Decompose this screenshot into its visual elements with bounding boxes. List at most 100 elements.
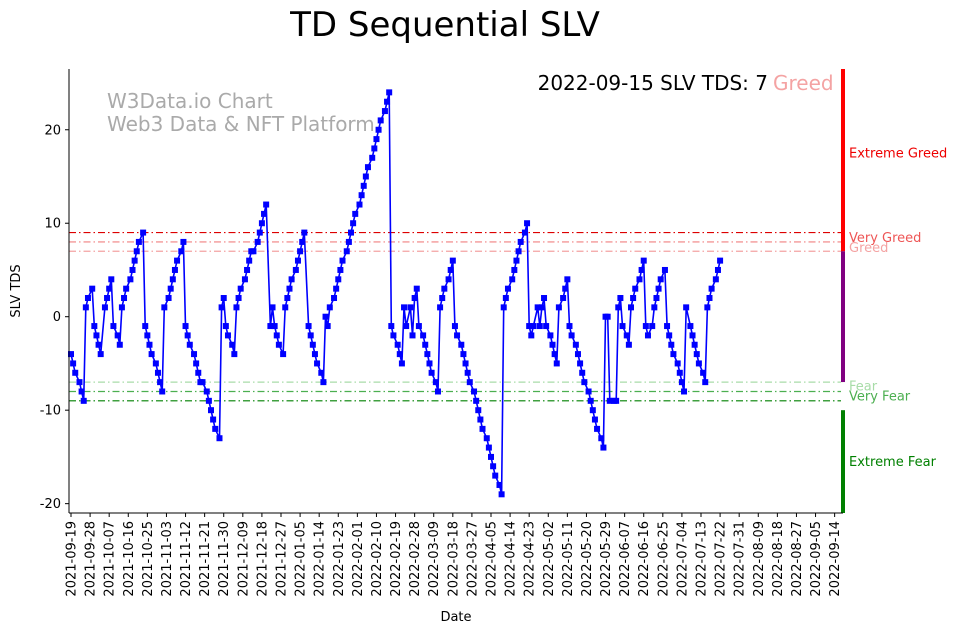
data-point-119: [371, 145, 378, 152]
x-tick-label-24: 2022-04-23: [523, 521, 538, 597]
data-point-121: [375, 126, 382, 133]
data-point-129: [396, 351, 403, 358]
data-point-8: [89, 285, 96, 292]
data-point-141: [426, 360, 433, 367]
data-point-238: [674, 360, 681, 367]
watermark-line-2: Web3 Data & NFT Platform: [107, 112, 375, 136]
data-point-197: [568, 332, 575, 339]
data-point-40: [169, 276, 176, 283]
data-point-89: [294, 257, 301, 264]
data-point-87: [288, 276, 295, 283]
data-point-151: [451, 323, 458, 330]
x-tick-label-22: 2022-04-05: [485, 521, 500, 597]
x-tick-label-14: 2022-01-23: [332, 521, 347, 597]
data-point-145: [437, 304, 444, 311]
data-point-29: [142, 323, 149, 330]
data-point-85: [284, 295, 291, 302]
data-point-254: [714, 266, 721, 273]
data-point-199: [574, 351, 581, 358]
data-point-160: [475, 407, 482, 414]
data-point-241: [681, 388, 688, 395]
data-point-233: [661, 266, 668, 273]
data-point-61: [222, 323, 229, 330]
y-tick-label-2: 0: [53, 310, 61, 325]
data-point-4: [78, 388, 85, 395]
data-point-243: [687, 323, 694, 330]
data-point-97: [314, 360, 321, 367]
data-point-178: [521, 229, 528, 236]
data-point-32: [148, 351, 155, 358]
data-point-162: [479, 425, 486, 432]
side-bar-segment-2: [841, 382, 845, 411]
data-point-102: [326, 304, 333, 311]
data-point-114: [358, 192, 365, 199]
data-point-208: [598, 435, 605, 442]
data-point-131: [401, 304, 408, 311]
data-point-99: [320, 379, 327, 386]
data-point-133: [407, 304, 414, 311]
zone-label-1: Very Greed: [849, 231, 921, 246]
data-point-53: [203, 388, 210, 395]
data-point-21: [121, 295, 128, 302]
data-point-194: [562, 285, 569, 292]
data-point-28: [140, 229, 147, 236]
data-point-209: [600, 444, 607, 451]
side-bar-segment-1: [841, 251, 845, 383]
data-point-3: [76, 379, 83, 386]
data-point-148: [445, 276, 452, 283]
data-point-144: [434, 388, 441, 395]
data-point-18: [114, 332, 121, 339]
data-point-143: [432, 379, 439, 386]
data-point-57: [212, 425, 219, 432]
data-point-101: [324, 323, 331, 330]
zone-label-3: Fear: [849, 379, 878, 394]
data-point-142: [428, 369, 435, 376]
data-point-251: [706, 295, 713, 302]
data-point-58: [216, 435, 223, 442]
data-point-252: [708, 285, 715, 292]
data-point-156: [464, 369, 471, 376]
data-point-204: [587, 397, 594, 404]
data-point-177: [517, 238, 524, 245]
x-tick-label-7: 2021-11-21: [198, 521, 213, 597]
data-point-171: [502, 295, 509, 302]
data-point-232: [657, 276, 664, 283]
data-point-45: [182, 323, 189, 330]
data-point-7: [84, 295, 91, 302]
data-point-116: [362, 173, 369, 180]
data-point-56: [210, 416, 217, 423]
data-point-70: [246, 257, 253, 264]
data-point-202: [581, 379, 588, 386]
data-point-20: [118, 304, 125, 311]
data-point-138: [420, 332, 427, 339]
data-point-80: [271, 323, 278, 330]
data-point-192: [555, 304, 562, 311]
y-axis-label: SLV TDS: [9, 264, 24, 317]
data-point-83: [280, 351, 287, 358]
data-point-124: [384, 98, 391, 105]
data-point-98: [318, 369, 325, 376]
data-point-111: [350, 220, 357, 227]
data-point-218: [623, 332, 630, 339]
data-point-75: [258, 220, 265, 227]
data-point-22: [123, 285, 130, 292]
data-point-149: [447, 266, 454, 273]
data-point-236: [668, 341, 675, 348]
data-point-92: [301, 229, 308, 236]
data-point-164: [485, 444, 492, 451]
data-point-165: [488, 453, 494, 460]
x-tick-label-13: 2022-01-14: [313, 521, 328, 597]
data-point-12: [97, 351, 104, 358]
data-point-6: [82, 304, 89, 311]
data-point-221: [630, 295, 637, 302]
data-point-222: [632, 285, 639, 292]
data-point-120: [373, 136, 380, 143]
x-tick-label-20: 2022-03-18: [446, 521, 461, 597]
data-point-235: [666, 332, 673, 339]
y-tick-label-0: -20: [40, 497, 61, 512]
y-tick-label-4: 20: [44, 123, 61, 138]
data-point-60: [220, 295, 227, 302]
data-point-237: [670, 351, 677, 358]
